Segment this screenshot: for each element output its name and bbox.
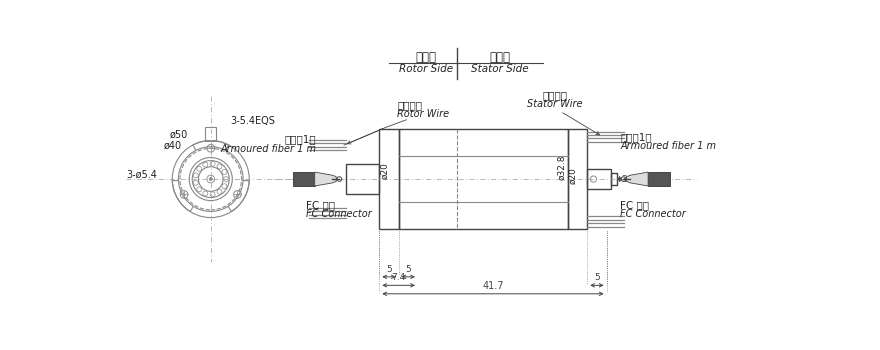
Text: Armoured fiber 1 m: Armoured fiber 1 m xyxy=(220,144,316,154)
Text: 定子边: 定子边 xyxy=(489,51,510,64)
Polygon shape xyxy=(315,172,336,186)
Text: ø32.8: ø32.8 xyxy=(558,154,567,180)
Circle shape xyxy=(209,177,212,181)
Text: 定子出线: 定子出线 xyxy=(542,90,568,100)
Text: FC Connector: FC Connector xyxy=(620,209,686,219)
Text: 5: 5 xyxy=(386,265,392,274)
Text: FC 接头: FC 接头 xyxy=(620,200,649,210)
Text: 3.2: 3.2 xyxy=(621,175,635,183)
Bar xyxy=(648,172,670,186)
Text: 3-5.4EQS: 3-5.4EQS xyxy=(230,116,275,126)
Text: 7.4: 7.4 xyxy=(392,273,406,282)
Text: 转子边: 转子边 xyxy=(416,51,436,64)
Text: FC Connector: FC Connector xyxy=(306,209,372,219)
Text: 光纤线1米: 光纤线1米 xyxy=(284,134,316,145)
Text: 5: 5 xyxy=(406,265,411,274)
Bar xyxy=(587,169,611,189)
Text: 3-ø5.4: 3-ø5.4 xyxy=(126,169,157,180)
Bar xyxy=(346,164,379,195)
Bar xyxy=(379,129,399,229)
Text: ø20: ø20 xyxy=(568,168,578,184)
Text: ø20: ø20 xyxy=(380,162,389,179)
Text: Rotor Side: Rotor Side xyxy=(400,64,453,74)
Text: 5: 5 xyxy=(594,273,600,282)
Bar xyxy=(399,129,568,229)
Text: ø50: ø50 xyxy=(170,130,187,139)
Polygon shape xyxy=(627,172,648,186)
Text: 光纤线1米: 光纤线1米 xyxy=(620,132,652,142)
Text: FC 接头: FC 接头 xyxy=(306,200,335,210)
Text: Armoured fiber 1 m: Armoured fiber 1 m xyxy=(620,141,716,151)
Bar xyxy=(293,172,315,186)
Bar xyxy=(568,129,587,229)
Text: 41.7: 41.7 xyxy=(482,281,503,291)
Bar xyxy=(611,173,618,185)
Text: 转子出线: 转子出线 xyxy=(397,100,422,110)
Bar xyxy=(205,127,216,141)
Text: Stator Side: Stator Side xyxy=(471,64,528,74)
Text: ø40: ø40 xyxy=(164,140,181,150)
Text: Stator Wire: Stator Wire xyxy=(527,99,583,109)
Text: Rotor Wire: Rotor Wire xyxy=(397,109,449,119)
